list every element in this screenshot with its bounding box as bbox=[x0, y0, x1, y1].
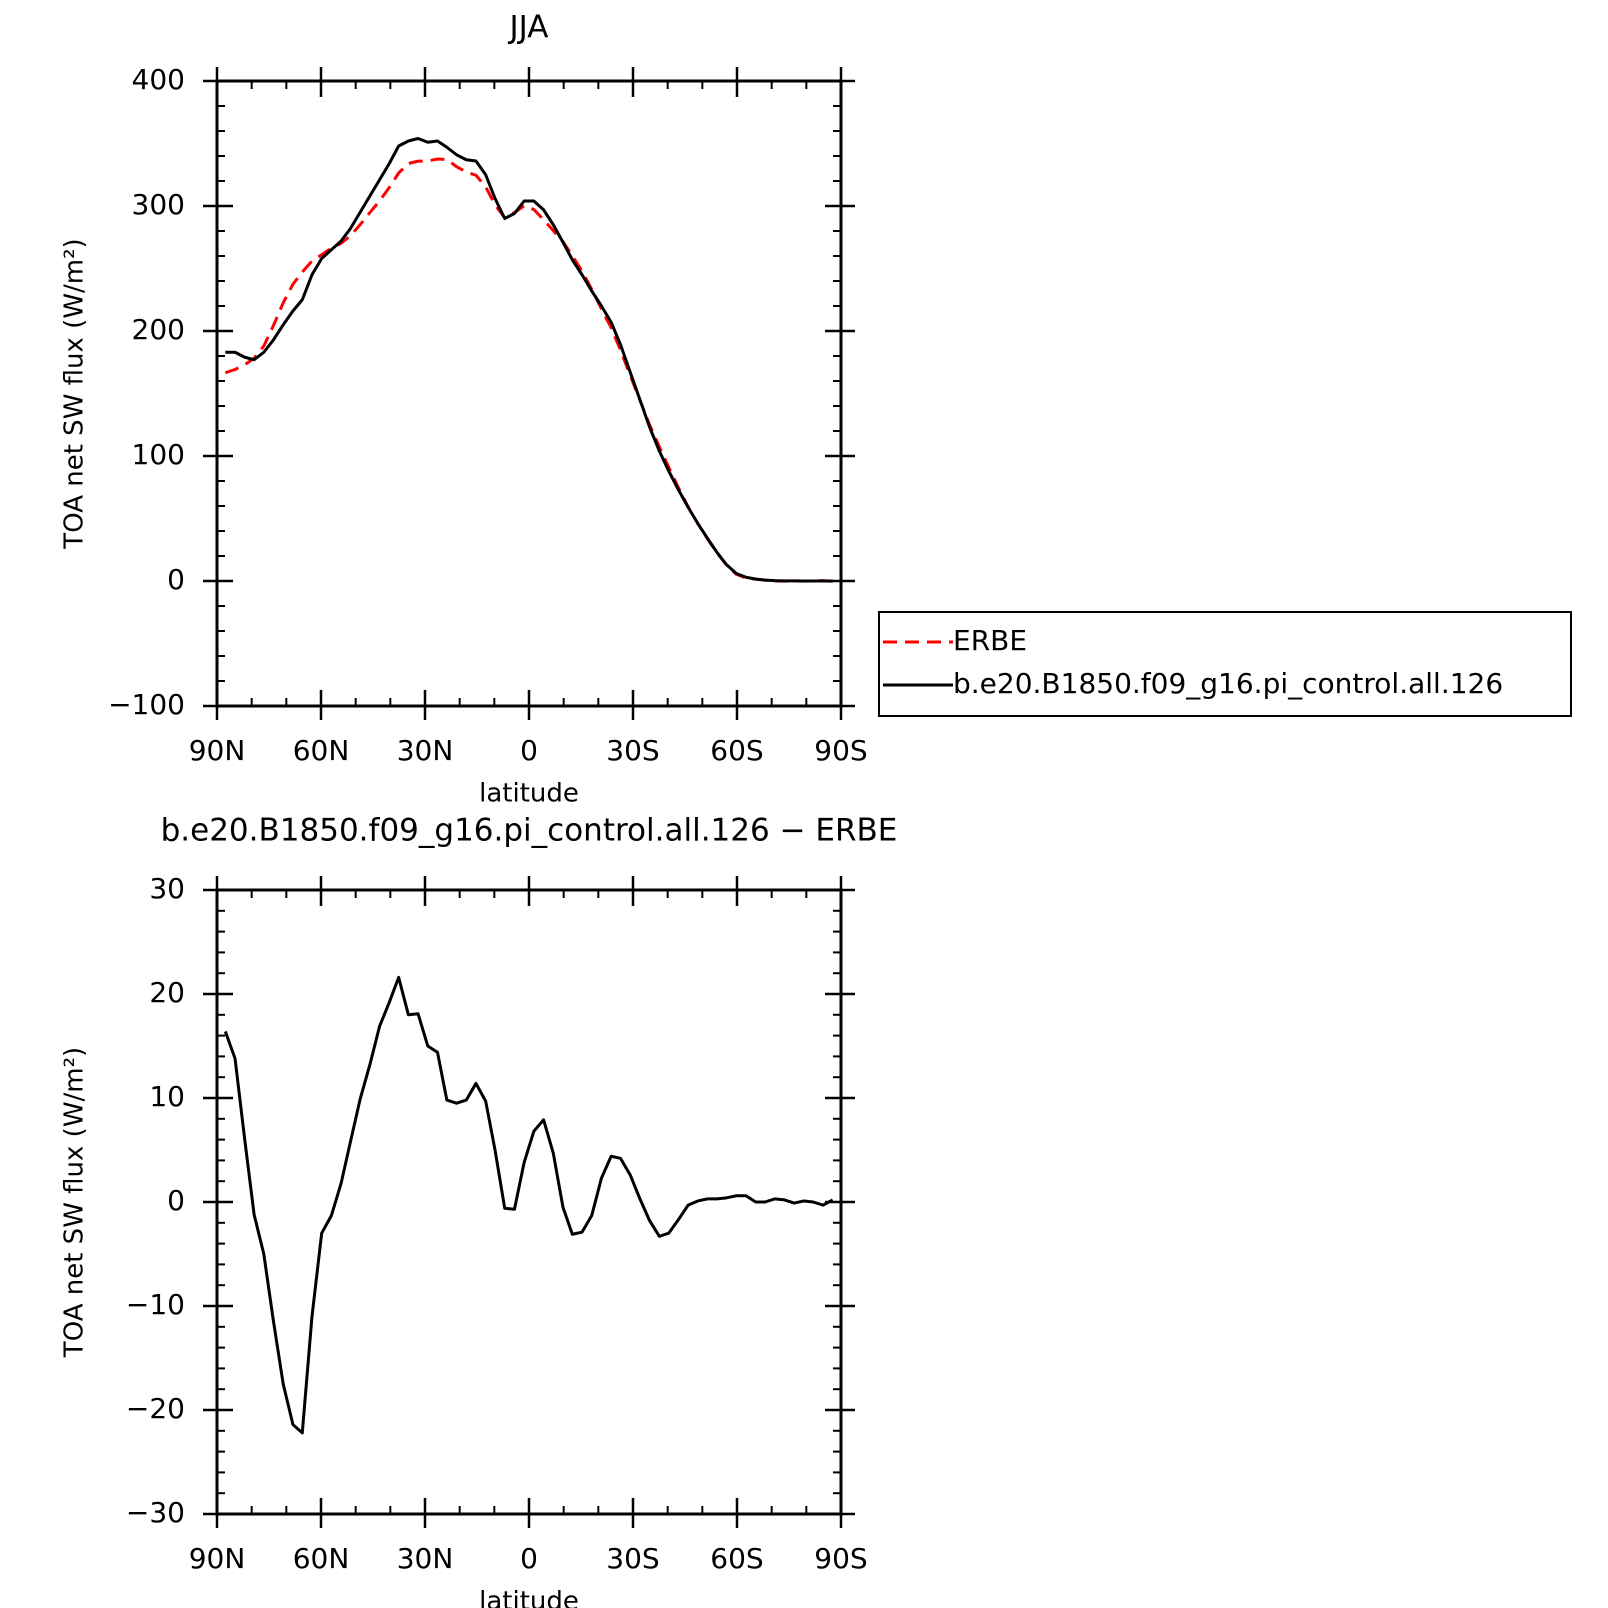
y-axis-label: TOA net SW flux (W/m²) bbox=[60, 238, 90, 549]
y-tick-label: −10 bbox=[126, 1288, 185, 1321]
y-tick-label: 200 bbox=[132, 313, 185, 346]
y-tick-label: 300 bbox=[132, 188, 185, 221]
data-line bbox=[224, 157, 833, 583]
y-tick-label: 30 bbox=[149, 872, 185, 905]
x-tick-label: 30N bbox=[397, 734, 454, 767]
x-tick-label: 60N bbox=[293, 734, 350, 767]
legend-box bbox=[878, 611, 1572, 717]
x-tick-label: 90N bbox=[189, 1542, 246, 1575]
chart-title: JJA bbox=[508, 10, 549, 46]
x-tick-label: 30N bbox=[397, 1542, 454, 1575]
x-tick-label: 60S bbox=[710, 734, 763, 767]
y-tick-label: −20 bbox=[126, 1392, 185, 1425]
y-tick-label: 100 bbox=[132, 438, 185, 471]
x-axis-label: latitude bbox=[479, 779, 579, 809]
y-tick-label: 10 bbox=[149, 1080, 185, 1113]
y-axis-label: TOA net SW flux (W/m²) bbox=[60, 1047, 90, 1358]
data-line bbox=[223, 975, 834, 1435]
y-tick-label: 0 bbox=[167, 1184, 185, 1217]
x-tick-label: 0 bbox=[520, 734, 538, 767]
plot-frame bbox=[215, 888, 843, 1516]
x-tick-label: 90S bbox=[814, 734, 867, 767]
data-line bbox=[225, 137, 833, 583]
x-tick-label: 90N bbox=[189, 734, 246, 767]
y-tick-label: −100 bbox=[108, 688, 185, 721]
x-axis-label: latitude bbox=[479, 1587, 579, 1608]
legend-label: ERBE bbox=[953, 624, 1027, 657]
x-tick-label: 60S bbox=[710, 1542, 763, 1575]
plot-frame bbox=[215, 79, 843, 708]
y-tick-label: 20 bbox=[149, 976, 185, 1009]
legend-label: b.e20.B1850.f09_g16.pi_control.all.126 bbox=[953, 667, 1503, 700]
x-tick-label: 60N bbox=[293, 1542, 350, 1575]
y-tick-label: 400 bbox=[132, 63, 185, 96]
y-tick-label: 0 bbox=[167, 563, 185, 596]
x-tick-label: 0 bbox=[520, 1542, 538, 1575]
x-tick-label: 30S bbox=[606, 1542, 659, 1575]
x-tick-label: 30S bbox=[606, 734, 659, 767]
chart-title: b.e20.B1850.f09_g16.pi_control.all.126 −… bbox=[161, 813, 898, 849]
x-tick-label: 90S bbox=[814, 1542, 867, 1575]
y-tick-label: −30 bbox=[126, 1496, 185, 1529]
